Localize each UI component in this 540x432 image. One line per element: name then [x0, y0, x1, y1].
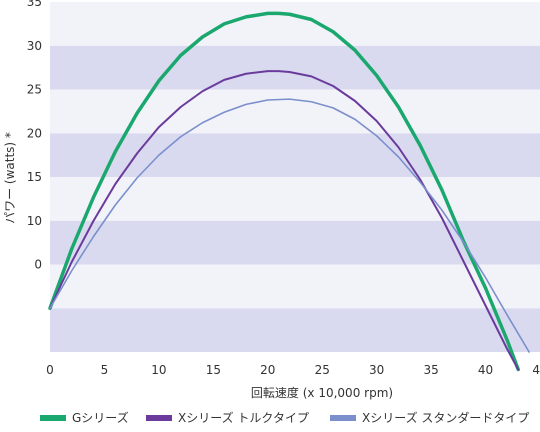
y-tick-label: 25 [27, 83, 42, 97]
y-tick-label: 35 [27, 0, 42, 9]
background-band [50, 177, 540, 221]
legend-label: Gシリーズ [72, 410, 129, 425]
background-band [50, 220, 540, 265]
y-axis-title: パワー (watts) * [3, 132, 17, 224]
legend-label: Xシリーズ トルクタイプ [178, 410, 309, 425]
x-tick-label: 40 [478, 363, 493, 377]
y-tick-label: 15 [27, 170, 42, 184]
x-tick-label: 10 [151, 363, 166, 377]
x-axis-ticks: 0 5 10 15 20 25 30 35 40 45 [46, 363, 540, 377]
x-tick-label: 35 [423, 363, 438, 377]
background-band [50, 45, 540, 90]
x-tick-label: 30 [369, 363, 384, 377]
series-line-3 [49, 98, 530, 353]
background-bands [50, 2, 540, 352]
y-tick-label: 30 [27, 39, 42, 53]
background-band [50, 133, 540, 177]
y-axis-ticks: 0 10 15 20 25 30 35 [27, 0, 42, 272]
x-tick-label: 15 [206, 363, 221, 377]
x-axis-title: 回転速度 (x 10,000 rpm) [251, 385, 393, 400]
x-tick-label: 45 [532, 363, 540, 377]
legend-swatch [40, 415, 66, 421]
background-band [50, 2, 540, 46]
x-tick-label: 25 [315, 363, 330, 377]
series-line-2 [49, 70, 520, 371]
legend-swatch [146, 415, 172, 421]
series-lines [48, 11, 530, 372]
series-line-1 [48, 11, 520, 372]
x-tick-label: 20 [260, 363, 275, 377]
y-tick-label: 0 [34, 258, 42, 272]
legend-swatch [330, 415, 356, 421]
background-band [50, 308, 540, 352]
x-tick-label: 0 [46, 363, 54, 377]
background-band [50, 89, 540, 134]
y-tick-label: 20 [27, 126, 42, 140]
legend-label: Xシリーズ スタンダードタイプ [362, 410, 529, 425]
x-tick-label: 5 [101, 363, 109, 377]
background-band [50, 264, 540, 309]
legend: Gシリーズ Xシリーズ トルクタイプ Xシリーズ スタンダードタイプ [40, 410, 529, 425]
y-tick-label: 10 [27, 214, 42, 228]
